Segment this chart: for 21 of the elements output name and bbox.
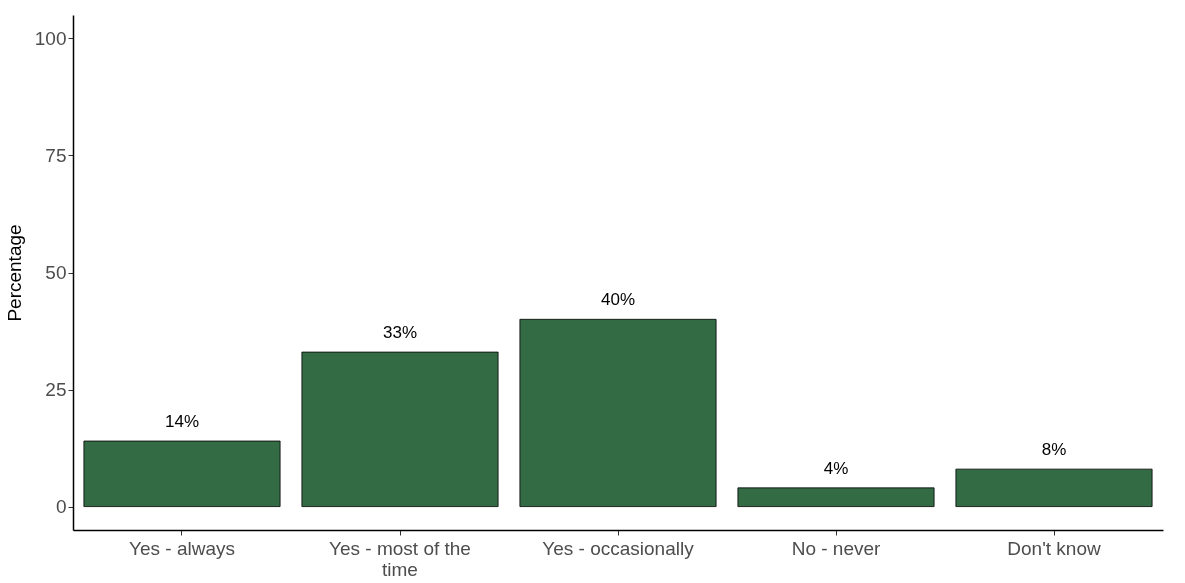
bar xyxy=(519,318,717,507)
x-tick-label: Don't know xyxy=(1007,537,1101,559)
data-label: 40% xyxy=(600,290,636,310)
y-tick-label: 0 xyxy=(55,496,67,518)
y-tick-label: 100 xyxy=(34,27,67,49)
y-tick-label: 75 xyxy=(45,144,67,166)
x-tick-label: Yes - occasionally xyxy=(542,537,695,559)
data-label: 33% xyxy=(382,323,418,343)
data-label: 8% xyxy=(1041,440,1067,460)
bar xyxy=(955,468,1153,507)
y-axis-title: Percentage xyxy=(3,224,25,322)
x-tick-label: Yes - most of the time xyxy=(329,537,471,580)
data-label: 14% xyxy=(164,412,200,432)
x-tick-label: No - never xyxy=(791,537,882,559)
y-tick-label: 25 xyxy=(45,379,67,401)
x-tick-label: Yes - always xyxy=(129,537,235,559)
y-tick-label: 50 xyxy=(45,262,67,283)
bar xyxy=(83,440,281,507)
data-label: 4% xyxy=(823,458,849,478)
bar xyxy=(737,487,935,507)
bar xyxy=(301,351,499,507)
